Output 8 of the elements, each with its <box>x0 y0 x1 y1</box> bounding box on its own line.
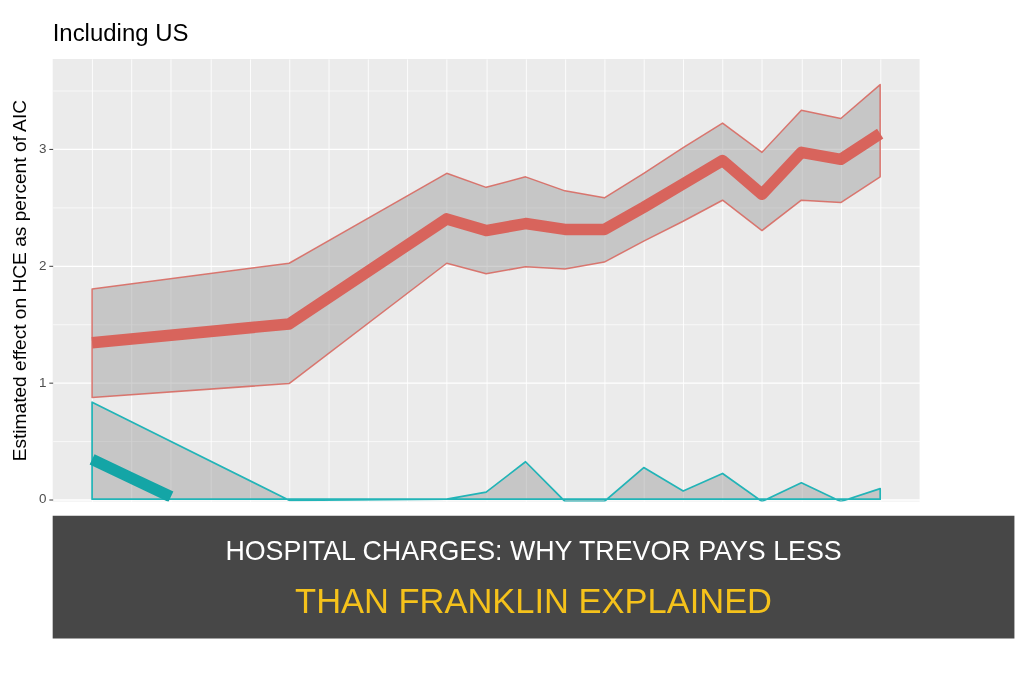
chart-title: Including US <box>52 18 189 46</box>
y-axis-title: Estimated effect on HCE as percent of AIC <box>8 99 30 462</box>
y-tick-label: 1 <box>38 374 47 390</box>
text: HOSPITAL CHARGES: WHY TREVOR PAYS LESS <box>225 535 842 566</box>
y-tick-label: 3 <box>38 141 47 157</box>
y-tick-label: 0 <box>38 491 47 507</box>
text: THAN FRANKLIN EXPLAINED <box>295 581 773 620</box>
y-tick-label: 2 <box>38 257 47 273</box>
